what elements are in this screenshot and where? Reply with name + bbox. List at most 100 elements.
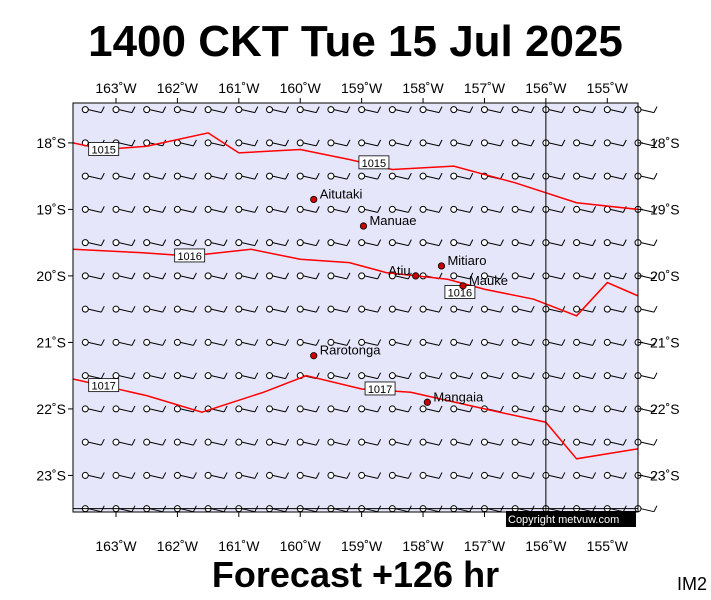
wind-barb <box>511 172 535 180</box>
map-frame <box>72 102 639 513</box>
wind-barb <box>112 372 136 380</box>
wind-barb <box>603 338 627 346</box>
wind-barb <box>573 438 597 446</box>
lon-tick-label-top: 159˚W <box>341 80 383 96</box>
wind-barb <box>296 471 320 479</box>
wind-barb <box>143 338 167 346</box>
lon-tick-label-top: 155˚W <box>587 80 629 96</box>
wind-barb <box>419 471 443 479</box>
wind-barb <box>480 305 504 313</box>
wind-barb <box>511 106 535 114</box>
wind-barb <box>450 272 474 280</box>
wind-barb <box>480 471 504 479</box>
wind-barb <box>112 205 136 213</box>
wind-barb <box>327 239 351 247</box>
wind-barb <box>266 372 289 380</box>
grid-lines <box>73 103 638 512</box>
lat-tick-label-right: 21˚S <box>650 334 680 350</box>
wind-barb <box>603 272 627 280</box>
lon-tick-label-top: 157˚W <box>464 80 506 96</box>
wind-barb <box>327 372 351 380</box>
wind-barb <box>112 305 136 313</box>
wind-barb <box>388 172 412 180</box>
wind-barb <box>296 405 320 413</box>
wind-barb <box>511 405 535 413</box>
wind-barb <box>388 372 412 380</box>
wind-barb <box>327 438 351 446</box>
lat-tick-label-left: 22˚S <box>36 401 66 417</box>
wind-barb <box>419 338 443 346</box>
lat-tick-label-left: 23˚S <box>36 467 66 483</box>
wind-barb <box>388 471 412 479</box>
wind-barb <box>81 305 105 313</box>
wind-barb <box>573 305 597 313</box>
wind-barb <box>511 305 535 313</box>
wind-barb <box>81 405 105 413</box>
wind-barb <box>358 272 382 280</box>
lat-tick-label-left: 21˚S <box>36 334 66 350</box>
wind-barb <box>480 272 504 280</box>
wind-barb <box>81 272 105 280</box>
lon-tick-label-top: 163˚W <box>95 80 137 96</box>
lon-tick-label-bottom: 161˚W <box>218 538 260 554</box>
wind-barb <box>296 106 320 114</box>
wind-barb <box>573 106 597 114</box>
wind-barb <box>450 205 474 213</box>
wind-barb <box>358 239 382 247</box>
wind-barb <box>358 438 382 446</box>
isobar-line <box>72 374 639 460</box>
isobar-label: 1017 <box>88 378 120 393</box>
wind-barb <box>419 438 443 446</box>
svg-text:Mitiaro: Mitiaro <box>447 253 486 268</box>
wind-barb <box>173 172 197 180</box>
wind-barb <box>327 338 351 346</box>
wind-barb <box>511 438 535 446</box>
wind-barb <box>573 338 597 346</box>
wind-barb <box>480 438 504 446</box>
wind-barb <box>143 305 167 313</box>
place-markers: Aitutaki Manuae Mitiaro Atiu Mauke Rarotonga M… <box>310 186 508 406</box>
place-aitutaki: Aitutaki <box>310 186 362 204</box>
wind-barb <box>235 405 259 413</box>
wind-barb <box>419 205 443 213</box>
wind-barb <box>327 172 351 180</box>
lon-tick-label-bottom: 162˚W <box>157 538 199 554</box>
wind-barb <box>143 272 167 280</box>
wind-barb <box>143 172 167 180</box>
wind-barb <box>81 172 105 180</box>
lat-tick-label-left: 19˚S <box>36 201 66 217</box>
wind-barb <box>358 106 382 114</box>
wind-barb <box>603 405 627 413</box>
wind-barb <box>450 338 474 346</box>
wind-barb <box>511 239 535 247</box>
wind-barb <box>573 205 597 213</box>
wind-barb <box>173 471 197 479</box>
wind-barb <box>511 471 535 479</box>
isobar-label: 1015 <box>358 155 390 170</box>
lon-tick-label-bottom: 156˚W <box>525 538 567 554</box>
lon-tick-label-top: 156˚W <box>525 80 567 96</box>
lon-tick-label-top: 160˚W <box>280 80 322 96</box>
wind-barb <box>143 405 167 413</box>
isobar-label: 1016 <box>174 248 206 263</box>
wind-barb <box>296 239 320 247</box>
wind-barb <box>235 239 259 247</box>
wind-barb <box>358 372 382 380</box>
wind-barb <box>573 139 597 147</box>
wind-barb <box>143 471 167 479</box>
wind-barb <box>450 172 474 180</box>
wind-barb <box>173 338 197 346</box>
wind-barb <box>204 139 228 147</box>
wind-barb <box>327 305 351 313</box>
wind-barb <box>327 272 351 280</box>
wind-barb <box>266 172 289 180</box>
lon-tick-label-top: 158˚W <box>402 80 444 96</box>
wind-barb <box>173 106 197 114</box>
wind-barb <box>266 205 289 213</box>
wind-barb <box>266 239 289 247</box>
wind-barb <box>419 305 443 313</box>
wind-barb <box>388 405 412 413</box>
wind-barb <box>204 239 228 247</box>
svg-text:1016: 1016 <box>177 251 201 263</box>
wind-barb <box>450 139 474 147</box>
